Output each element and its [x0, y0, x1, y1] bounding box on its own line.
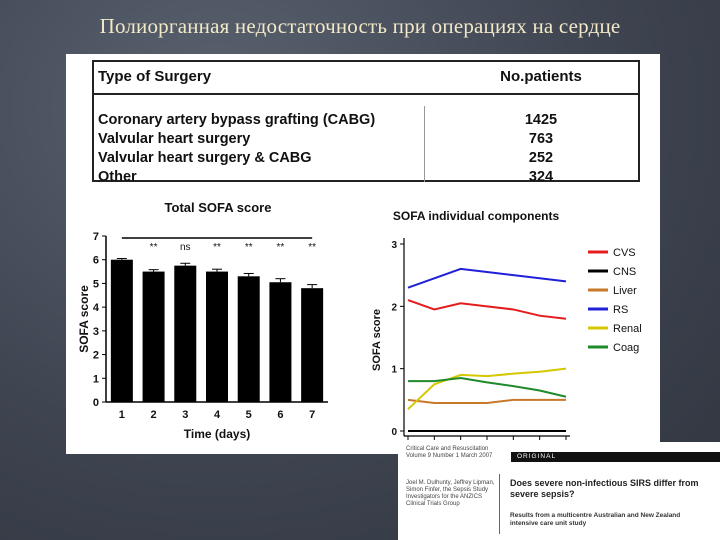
bar-y-tick-label: 4	[93, 302, 100, 314]
bar-y-tick-label: 5	[93, 278, 99, 290]
bar-x-tick-label: 5	[246, 409, 252, 421]
line-y-tick-label: 0	[391, 427, 397, 438]
table-row-count: 763	[528, 131, 554, 147]
significance-label: **	[150, 242, 158, 253]
bar-y-tick-label: 0	[93, 397, 99, 409]
total-sofa-bar-chart: Total SOFA score 0 1 2 3 4 5 6 7 SOFA score 1 2 3 4 5 6…	[77, 200, 328, 441]
bar-x-tick-label: 7	[309, 409, 315, 421]
sofa-components-line-chart: SOFA individual components 0 1 2 3 SOFA score…	[371, 209, 642, 454]
table-row-count: 252	[528, 150, 554, 166]
legend-label: Renal	[613, 323, 642, 335]
bar	[301, 288, 324, 402]
article-band-label: ORIGINAL	[517, 453, 557, 460]
series-line-renal	[407, 367, 567, 410]
bar-x-tick-label: 1	[119, 409, 125, 421]
slide-title: Полиорганная недостаточность при операци…	[99, 14, 621, 38]
significance-label: **	[245, 242, 253, 253]
table-row-count: 1425	[524, 112, 558, 128]
article-band: ORIGINAL	[511, 452, 720, 462]
bar-x-tick-label: 2	[151, 409, 157, 421]
bar-x-tick-label: 4	[214, 409, 221, 421]
table-header-rule	[94, 93, 638, 95]
table-row-type: Coronary artery bypass grafting (CABG)	[98, 112, 376, 128]
significance-label: **	[213, 242, 221, 253]
table-row-count: 324	[528, 169, 554, 185]
table-row-type: Valvular heart surgery & CABG	[98, 150, 312, 166]
legend-label: CVS	[613, 247, 636, 259]
article-meta: Critical Care and Resuscitation Volume 9…	[406, 446, 493, 459]
line-y-tick-label: 3	[391, 240, 397, 251]
surgery-table: Type of Surgery No.patients Coronary art…	[92, 60, 640, 185]
bar-x-tick-label: 3	[182, 409, 188, 421]
bar	[269, 282, 292, 402]
bar-chart-title: Total SOFA score	[165, 200, 272, 215]
line-y-tick-label: 1	[391, 365, 397, 376]
table-column-divider	[424, 106, 425, 182]
table-header-count: No.patients	[500, 68, 582, 85]
bar	[110, 259, 133, 402]
bar-y-tick-label: 1	[93, 373, 99, 385]
table-header-type: Type of Surgery	[98, 68, 212, 85]
bar	[206, 271, 228, 402]
series-line-liver	[407, 398, 566, 404]
series-line-rs	[407, 267, 567, 289]
legend-label: CNS	[613, 266, 636, 278]
line-chart-title: SOFA individual components	[393, 209, 560, 223]
bar-y-tick-label: 6	[93, 255, 99, 267]
article-divider	[499, 474, 500, 534]
bar-y-tick-label: 7	[93, 231, 99, 243]
bar-x-tick-label: 6	[277, 409, 283, 421]
legend-label: Liver	[613, 285, 637, 297]
article-authors: Joel M. Dulhunty, Jeffrey Lipman, Simon …	[406, 480, 495, 507]
bar-y-axis-label: SOFA score	[77, 285, 91, 353]
table-row-type: Valvular heart surgery	[98, 131, 251, 147]
series-line-cvs	[407, 299, 567, 320]
article-title: Does severe non-infectious SIRS differ f…	[510, 478, 699, 499]
bar-x-axis-label: Time (days)	[184, 427, 250, 441]
series-line-coag	[408, 377, 567, 398]
significance-label: **	[308, 242, 316, 253]
significance-label: ns	[180, 242, 191, 253]
table-row-type: Other	[98, 169, 137, 185]
bar	[142, 271, 165, 402]
article-subtitle: Results from a multicentre Australian an…	[510, 512, 681, 527]
legend-label: RS	[613, 304, 628, 316]
article-header: Critical Care and Resuscitation Volume 9…	[398, 442, 720, 540]
significance-label: **	[277, 242, 285, 253]
line-y-axis-label: SOFA score	[371, 309, 383, 371]
line-y-tick-label: 2	[391, 302, 397, 313]
bar	[237, 276, 260, 402]
legend-label: Coag	[613, 342, 639, 354]
figure-panel: Type of Surgery No.patients Coronary art…	[66, 54, 660, 454]
bar-y-tick-label: 2	[93, 350, 99, 362]
bar	[174, 265, 197, 402]
bar-y-tick-label: 3	[93, 326, 99, 338]
